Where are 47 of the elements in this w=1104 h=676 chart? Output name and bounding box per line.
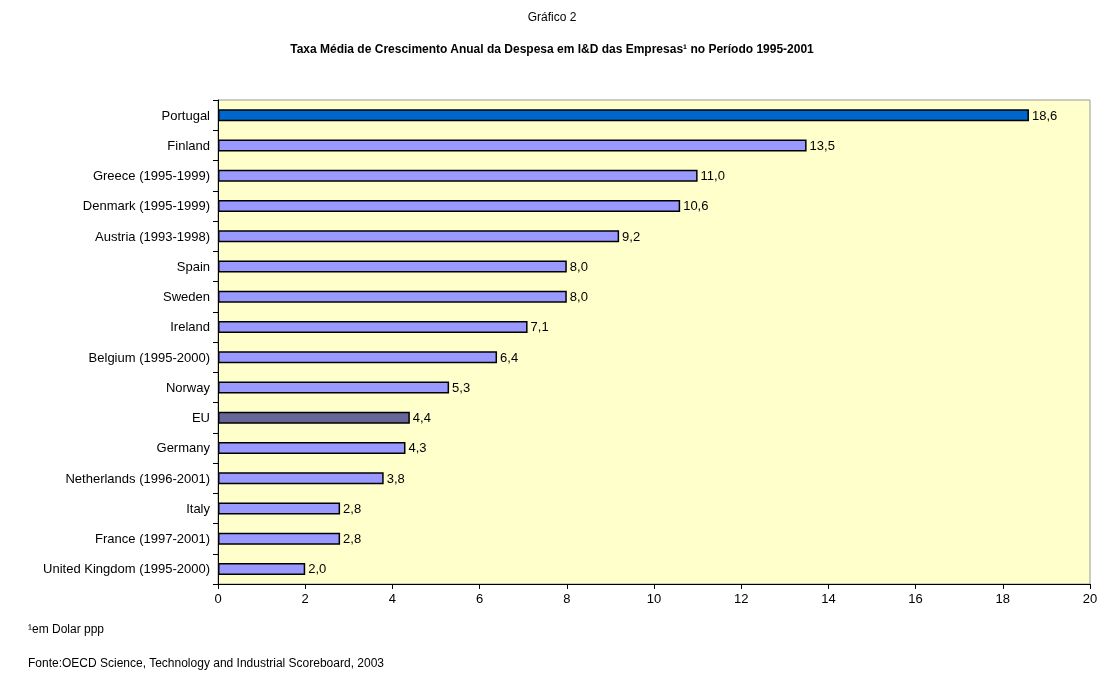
- data-label: 18,6: [1031, 107, 1058, 123]
- data-label: 6,4: [500, 349, 519, 365]
- data-label: 8,0: [569, 289, 588, 305]
- y-tick-label: EU: [191, 410, 210, 426]
- y-tick-label: Germany: [156, 440, 211, 456]
- data-label: 8,0: [569, 258, 588, 274]
- x-tick-label: 6: [475, 591, 484, 606]
- chart-subtitle: Taxa Média de Crescimento Anual da Despesa em I&D das Empresas¹ no Período 1995-2001: [290, 42, 815, 56]
- y-tick-label: Denmark (1995-1999): [82, 198, 210, 214]
- data-label: 7,1: [530, 319, 549, 335]
- x-tick-label: 4: [388, 591, 397, 606]
- x-tick-label: 10: [646, 591, 662, 606]
- chart-title: Gráfico 2: [527, 10, 577, 24]
- x-tick-label: 0: [214, 591, 222, 606]
- x-tick-label: 20: [1082, 591, 1098, 606]
- y-tick-label: Italy: [186, 500, 211, 516]
- data-label: 10,6: [683, 198, 709, 214]
- x-tick-label: 12: [733, 591, 749, 606]
- data-label: 4,4: [412, 410, 431, 426]
- y-tick-label: Finland: [167, 137, 210, 153]
- x-tick-label: 14: [821, 591, 836, 606]
- y-tick-label: Portugal: [161, 107, 211, 123]
- y-tick-label: France (1997-2001): [95, 531, 210, 547]
- x-tick-label: 16: [908, 591, 923, 606]
- data-label: 13,5: [809, 137, 835, 153]
- y-tick-label: Spain: [176, 258, 210, 274]
- y-tick-label: Greece (1995-1999): [92, 168, 210, 184]
- y-tick-label: Belgium (1995-2000): [88, 349, 210, 365]
- y-tick-label: Ireland: [170, 319, 210, 335]
- data-label: 9,2: [622, 228, 641, 244]
- x-tick-label: 18: [995, 591, 1011, 606]
- y-tick-label: Netherlands (1996-2001): [65, 470, 210, 486]
- y-tick-label: Austria (1993-1998): [95, 228, 210, 244]
- x-tick-label: 2: [301, 591, 309, 606]
- data-label: 5,3: [452, 379, 471, 395]
- data-label: 3,8: [386, 470, 405, 486]
- y-tick-label: United Kingdom (1995-2000): [43, 561, 210, 577]
- data-label: 2,8: [343, 500, 362, 516]
- data-label: 2,8: [343, 531, 362, 547]
- y-tick-label: Sweden: [163, 289, 210, 305]
- data-label: 11,0: [700, 168, 725, 184]
- source-note: Fonte:OECD Science, Technology and Industrial Scoreboard, 2003: [28, 656, 385, 670]
- y-tick-label: Norway: [165, 379, 211, 395]
- x-tick-label: 8: [563, 591, 571, 606]
- text: ¹em Dolar ppp: [28, 622, 105, 636]
- data-label: 4,3: [408, 440, 427, 456]
- data-label: 2,0: [308, 561, 327, 577]
